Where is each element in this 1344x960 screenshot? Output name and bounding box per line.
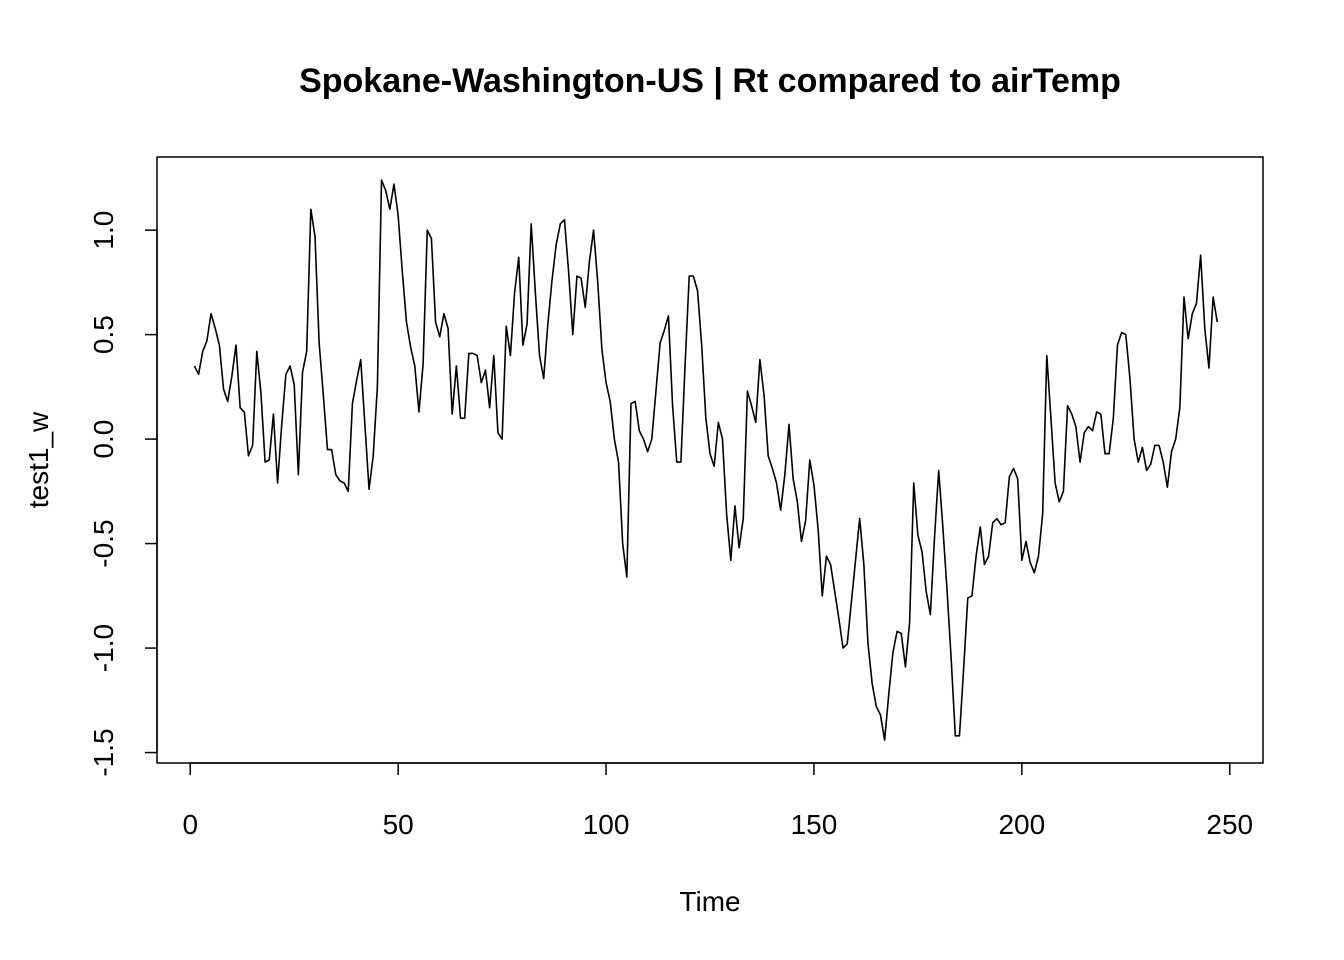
x-tick-label: 150 [791,809,838,840]
x-axis: 0 50 100 150 200 250 [182,762,1253,840]
x-tick-label: 0 [182,809,198,840]
x-axis-label: Time [679,886,740,917]
x-tick-label: 250 [1206,809,1253,840]
y-tick-label: 1.0 [88,211,119,250]
x-tick-label: 100 [583,809,630,840]
series-line [193,179,1219,741]
chart-title: Spokane-Washington-US | Rt compared to a… [299,62,1121,100]
x-tick-label: 200 [998,809,1045,840]
y-axis-label: test1_w [23,411,54,508]
y-tick-label: 0.0 [88,420,119,459]
y-tick-label: 0.5 [88,315,119,354]
y-axis: -1.5 -1.0 -0.5 0.0 0.5 1.0 [88,211,158,777]
y-tick-label: -1.0 [88,624,119,672]
plot-region [193,179,1219,741]
y-tick-label: -0.5 [88,519,119,567]
y-tick-label: -1.5 [88,728,119,776]
x-tick-label: 50 [383,809,414,840]
